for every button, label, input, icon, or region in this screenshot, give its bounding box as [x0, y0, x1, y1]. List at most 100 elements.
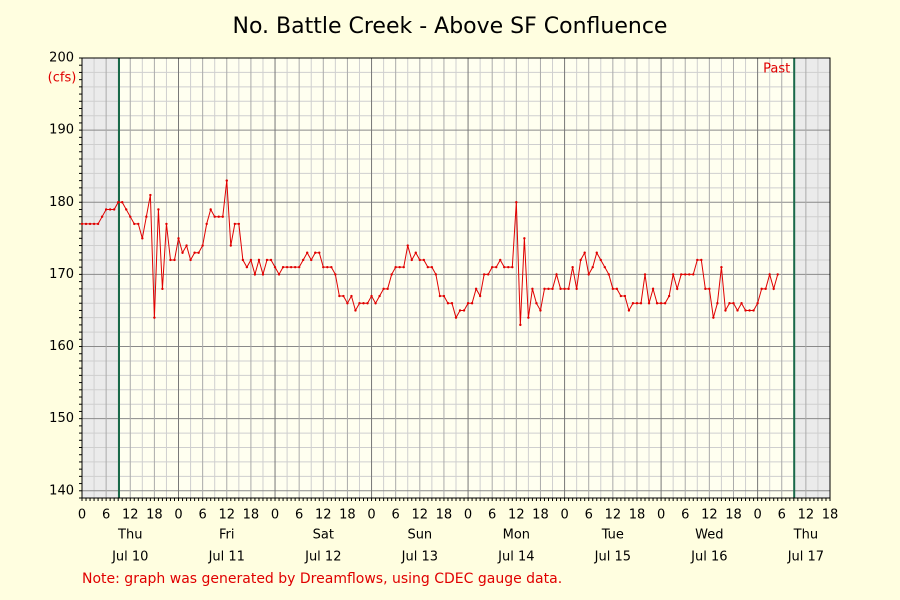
data-point [635, 302, 639, 305]
data-point [495, 265, 498, 269]
data-point [651, 287, 655, 291]
data-point [587, 273, 590, 276]
data-point [116, 201, 120, 204]
x-tick-label: 0 [464, 508, 472, 523]
data-point [414, 251, 417, 254]
data-point [486, 273, 490, 276]
data-point [579, 258, 582, 262]
x-tick-label: 6 [778, 508, 786, 523]
x-tick-label: 12 [122, 508, 139, 523]
x-tick-label: 18 [532, 508, 549, 523]
data-point [539, 309, 542, 312]
data-point [80, 222, 84, 226]
data-point [269, 258, 273, 262]
data-point [129, 215, 132, 218]
shade-future [794, 58, 830, 498]
weekday-label: Wed [695, 528, 723, 543]
date-label: Jul 11 [208, 550, 245, 565]
y-tick-label: 140 [49, 483, 74, 498]
data-point [112, 208, 116, 211]
data-point [100, 215, 104, 218]
data-point [559, 287, 562, 291]
data-point [704, 287, 707, 291]
data-point [406, 244, 409, 247]
data-point [297, 265, 301, 269]
data-point [289, 265, 293, 269]
data-point [631, 302, 635, 305]
x-tick-label: 18 [629, 508, 646, 523]
x-tick-label: 6 [585, 508, 593, 523]
data-point [454, 316, 458, 319]
data-point [141, 237, 144, 240]
data-point [639, 302, 643, 305]
data-point [378, 294, 381, 298]
data-point [680, 273, 683, 276]
data-point [221, 215, 224, 218]
data-point [599, 258, 602, 262]
data-point [402, 265, 405, 269]
data-point [736, 309, 739, 312]
x-tick-label: 6 [392, 508, 400, 523]
data-point [145, 215, 148, 218]
data-point [519, 323, 522, 327]
data-point [523, 237, 526, 240]
x-tick-label: 18 [822, 508, 839, 523]
data-point [165, 222, 168, 226]
data-point [700, 258, 703, 262]
data-point [438, 294, 442, 298]
date-label: Jul 16 [690, 550, 727, 565]
data-point [157, 208, 160, 211]
data-point [567, 287, 570, 291]
data-point [611, 287, 615, 291]
weekday-label: Sat [313, 528, 334, 543]
x-tick-label: 18 [436, 508, 453, 523]
data-point [667, 294, 671, 298]
data-point [535, 302, 538, 305]
data-point [410, 258, 413, 262]
data-point [474, 287, 478, 291]
data-point [450, 302, 454, 305]
y-tick-label: 150 [49, 411, 74, 426]
data-point [720, 265, 723, 269]
data-point [748, 309, 751, 312]
data-point [716, 302, 719, 305]
data-point [229, 244, 232, 247]
data-point [301, 258, 305, 262]
date-label: Jul 14 [497, 550, 534, 565]
y-tick-label: 180 [49, 195, 74, 210]
data-point [225, 179, 228, 182]
weekday-label: Sun [407, 528, 432, 543]
data-point [547, 287, 550, 291]
data-point [503, 265, 506, 269]
data-point [245, 265, 249, 269]
x-tick-label: 0 [367, 508, 375, 523]
data-point [88, 222, 92, 226]
chart-title: No. Battle Creek - Above SF Confluence [233, 14, 668, 39]
data-point [426, 265, 430, 269]
data-point [627, 309, 631, 312]
y-tick-label: 190 [49, 123, 74, 138]
x-tick-label: 0 [560, 508, 568, 523]
data-point [293, 265, 297, 269]
data-point [189, 258, 192, 262]
data-point [217, 215, 220, 218]
data-point [551, 287, 554, 291]
weekday-label: Mon [503, 528, 530, 543]
data-point [772, 287, 775, 291]
data-point [342, 294, 345, 298]
x-tick-label: 12 [798, 508, 815, 523]
data-point [193, 251, 196, 254]
data-point [543, 287, 546, 291]
note: Note: graph was generated by Dreamflows,… [82, 571, 562, 587]
x-tick-label: 12 [412, 508, 429, 523]
data-point [462, 309, 466, 312]
data-point [655, 302, 659, 305]
x-tick-label: 0 [174, 508, 182, 523]
data-point [84, 222, 88, 226]
data-point [213, 215, 216, 218]
data-point [370, 294, 373, 298]
weekday-label: Thu [117, 528, 142, 543]
x-tick-label: 18 [243, 508, 260, 523]
data-point [209, 208, 212, 211]
